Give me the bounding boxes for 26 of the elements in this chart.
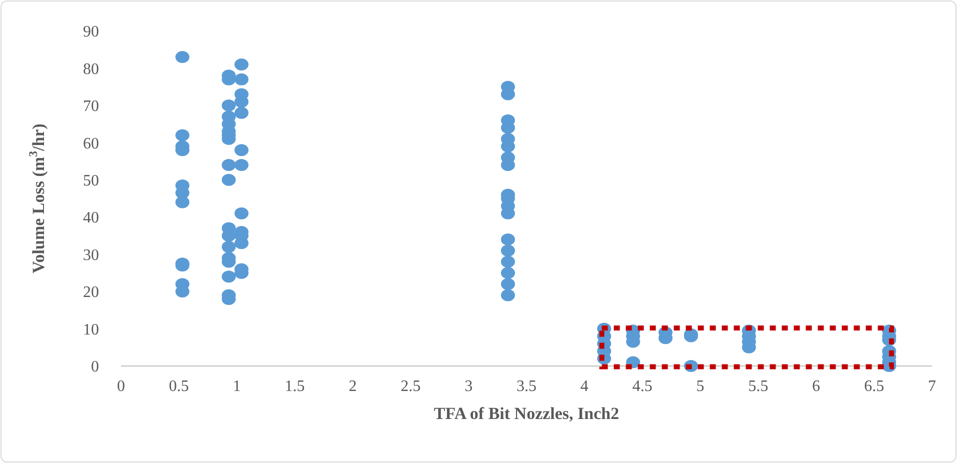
y-tick-label: 60 [83, 135, 99, 152]
x-tick-label: 3.5 [516, 378, 536, 395]
x-tick-label: 3 [464, 378, 473, 395]
y-tick-label: 30 [83, 246, 99, 264]
x-tick-label: 5 [696, 378, 704, 395]
y-tick-label: 50 [83, 172, 99, 190]
y-tick-label: 80 [83, 60, 99, 78]
x-tick-label: 1.5 [284, 378, 305, 395]
y-tick-label: 70 [83, 98, 99, 116]
x-tick-label: 0 [117, 378, 125, 395]
y-tick-label: 40 [83, 210, 99, 227]
x-tick-label: 4.5 [632, 378, 652, 395]
y-tick-label: 0 [91, 358, 99, 376]
y-tick-label: 20 [83, 284, 99, 302]
x-tick-label: 2 [348, 378, 357, 395]
x-axis-title: TFA of Bit Nozzles, Inch2 [434, 404, 620, 423]
x-tick-label: 7 [928, 378, 936, 395]
x-tick-label: 0.5 [168, 378, 189, 395]
x-tick-label: 6.5 [864, 378, 884, 395]
x-tick-label: 6 [812, 378, 820, 395]
x-tick-label: 4 [580, 378, 588, 395]
x-tick-label: 5.5 [748, 378, 768, 395]
x-tick-label: 1 [232, 378, 241, 395]
y-tick-label: 90 [83, 24, 99, 41]
y-tick-label: 10 [83, 321, 99, 338]
x-tick-label: 2.5 [400, 378, 421, 395]
